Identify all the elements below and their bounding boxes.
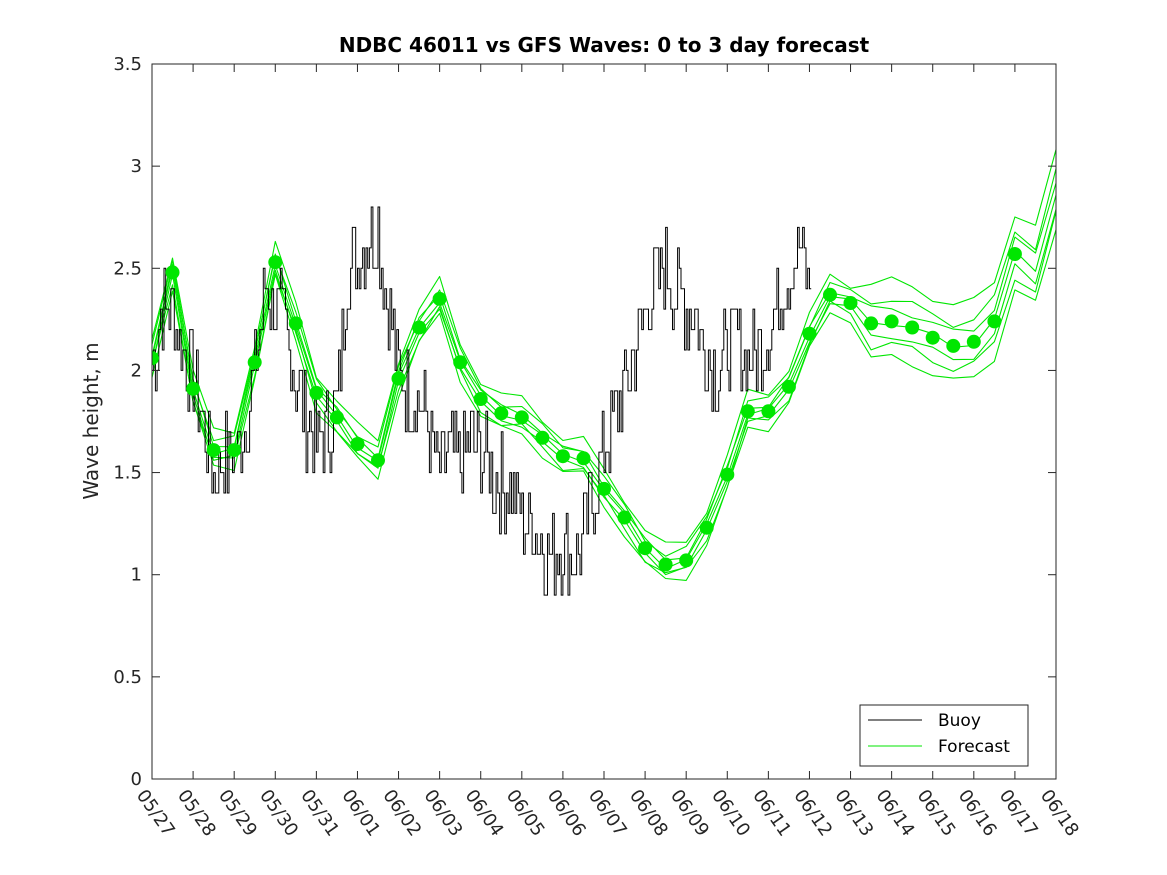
forecast-point [494,406,509,421]
forecast-point [309,385,324,400]
forecast-point [288,316,303,331]
forecast-point [1007,247,1022,261]
y-axis: 0 0.5 1 1.5 2 2.5 3 3.5 [113,54,1056,790]
forecast-point [658,557,673,572]
y-tick-label: 1.5 [113,463,142,484]
y-tick-label: 3 [131,156,142,177]
forecast-line [152,168,1056,557]
forecast-point [864,316,879,331]
forecast-point [905,320,920,335]
forecast-point [329,410,344,425]
forecast-point [247,355,262,370]
legend: Buoy Forecast [859,704,1029,767]
forecast-point [966,334,981,349]
y-tick-label: 2.5 [113,258,142,279]
forecast-point [350,437,365,451]
forecast-point [227,443,242,458]
buoy-series [152,206,812,596]
forecast-point [638,541,653,556]
forecast-point [823,287,837,302]
y-tick-label: 3.5 [113,54,142,75]
legend-box [859,704,1029,767]
forecast-point [165,265,180,280]
forecast-point [186,381,201,396]
legend-forecast-label: Forecast [938,737,1010,757]
forecast-markers [152,247,1022,572]
y-tick-label: 2 [131,360,142,381]
forecast-point [473,392,488,406]
y-tick-label: 0.5 [113,667,142,688]
forecast-point [412,320,427,335]
y-tick-label: 1 [131,565,142,586]
forecast-point [432,291,447,306]
forecast-point [925,330,940,345]
forecast-point [617,510,632,525]
legend-buoy-label: Buoy [938,711,981,731]
forecast-point [555,449,570,464]
forecast-line [152,209,1056,576]
forecast-point [781,379,796,394]
forecast-point [597,481,611,496]
forecast-line [152,229,1056,581]
forecast-point [720,467,735,482]
y-tick-label: 0 [131,769,142,790]
forecast-point [699,520,714,535]
forecast-point [987,314,1002,329]
forecast-point [761,404,776,419]
forecast-point [152,351,159,366]
forecast-point [740,404,755,419]
forecast-point [268,255,283,270]
forecast-point [843,296,858,310]
forecast-point [206,443,221,458]
forecast-point [884,314,899,329]
forecast-point [535,430,550,445]
forecast-point [576,451,591,466]
forecast-point [802,326,817,341]
forecast-point [679,553,694,568]
forecast-point [514,410,529,425]
forecast-point [946,338,961,353]
y-axis-label: Wave height, m [79,342,103,499]
chart-title: NDBC 46011 vs GFS Waves: 0 to 3 day fore… [339,33,870,57]
buoy-line [152,206,812,596]
forecast-point [391,371,406,386]
forecast-point [453,355,468,370]
forecast-point [371,453,385,468]
